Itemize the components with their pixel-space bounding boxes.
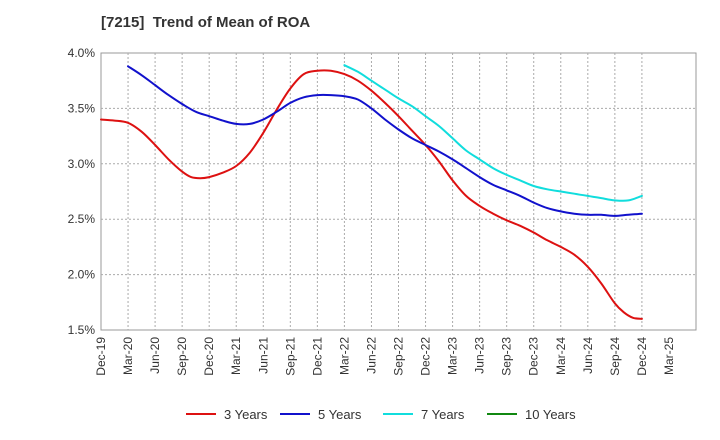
x-tick-label: Jun-21	[256, 337, 270, 374]
x-tick-label: Sep-20	[175, 337, 189, 376]
y-tick-label: 2.5%	[68, 212, 96, 226]
legend-label: 3 Years	[224, 407, 268, 422]
x-tick-label: Mar-25	[662, 337, 676, 375]
legend-label: 7 Years	[421, 407, 465, 422]
x-tick-label: Mar-21	[229, 337, 243, 375]
x-tick-label: Sep-23	[500, 337, 514, 376]
x-tick-label: Sep-22	[392, 337, 406, 376]
x-tick-label: Jun-23	[473, 337, 487, 374]
x-tick-label: Dec-23	[527, 337, 541, 376]
x-tick-label: Dec-21	[310, 337, 324, 376]
x-tick-label: Mar-22	[337, 337, 351, 375]
legend-label: 5 Years	[318, 407, 362, 422]
x-tick-label: Mar-24	[554, 337, 568, 375]
x-tick-label: Mar-23	[446, 337, 460, 375]
y-tick-label: 1.5%	[68, 323, 96, 337]
x-tick-label: Sep-24	[608, 337, 622, 376]
series-line-3-years	[100, 69, 643, 320]
legend-label: 10 Years	[525, 407, 576, 422]
chart-title: [7215] Trend of Mean of ROA	[101, 14, 311, 31]
x-tick-label: Dec-24	[635, 337, 649, 376]
x-tick-label: Dec-22	[419, 337, 433, 376]
y-tick-label: 4.0%	[68, 46, 96, 60]
x-tick-label: Jun-22	[364, 337, 378, 374]
x-tick-label: Mar-20	[121, 337, 135, 375]
x-tick-label: Dec-20	[202, 337, 216, 376]
y-tick-label: 2.0%	[68, 268, 96, 282]
x-tick-label: Jun-20	[148, 337, 162, 374]
x-tick-label: Dec-19	[94, 337, 108, 376]
series-line-5-years	[127, 65, 643, 217]
x-tick-label: Sep-21	[283, 337, 297, 376]
y-tick-label: 3.0%	[68, 157, 96, 171]
y-tick-label: 3.5%	[68, 101, 96, 115]
series-line-7-years	[343, 64, 643, 202]
x-tick-label: Jun-24	[581, 337, 595, 374]
